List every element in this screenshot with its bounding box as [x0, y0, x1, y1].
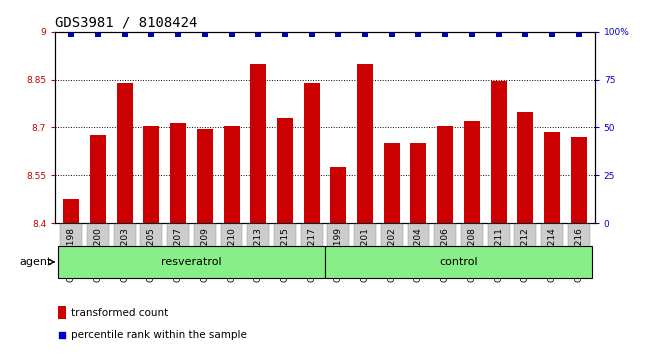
Bar — [197, 129, 213, 223]
Point — [413, 31, 424, 36]
Bar — [304, 83, 320, 223]
Text: GSM801211: GSM801211 — [494, 227, 503, 282]
Text: GSM801207: GSM801207 — [174, 227, 183, 282]
Bar — [464, 121, 480, 223]
FancyBboxPatch shape — [274, 224, 296, 273]
Bar — [437, 126, 453, 223]
Text: agent: agent — [20, 257, 52, 267]
FancyBboxPatch shape — [140, 224, 162, 273]
Point — [253, 31, 263, 36]
Point — [333, 31, 344, 36]
Bar — [410, 143, 426, 223]
Text: GDS3981 / 8108424: GDS3981 / 8108424 — [55, 15, 198, 29]
Text: GSM801205: GSM801205 — [147, 227, 156, 282]
FancyBboxPatch shape — [194, 224, 216, 273]
Bar — [58, 307, 66, 319]
Point — [200, 31, 210, 36]
Text: GSM801213: GSM801213 — [254, 227, 263, 282]
FancyBboxPatch shape — [408, 224, 430, 273]
Point — [226, 31, 237, 36]
Text: GSM801216: GSM801216 — [574, 227, 583, 282]
Text: GSM801198: GSM801198 — [67, 227, 76, 282]
FancyBboxPatch shape — [381, 224, 403, 273]
FancyBboxPatch shape — [58, 246, 325, 278]
Text: control: control — [439, 257, 478, 267]
Bar — [544, 132, 560, 223]
FancyBboxPatch shape — [354, 224, 376, 273]
Text: GSM801206: GSM801206 — [441, 227, 450, 282]
Point — [387, 31, 397, 36]
Text: percentile rank within the sample: percentile rank within the sample — [72, 330, 247, 341]
Bar — [250, 64, 266, 223]
Point — [146, 31, 157, 36]
Bar — [491, 81, 506, 223]
Text: GSM801204: GSM801204 — [414, 227, 423, 282]
Bar — [277, 118, 293, 223]
Point — [66, 31, 77, 36]
Point — [467, 31, 477, 36]
Text: GSM801208: GSM801208 — [467, 227, 476, 282]
Bar — [90, 135, 106, 223]
FancyBboxPatch shape — [541, 224, 563, 273]
Bar — [357, 64, 373, 223]
FancyBboxPatch shape — [514, 224, 536, 273]
Text: resveratrol: resveratrol — [161, 257, 222, 267]
Bar — [571, 137, 587, 223]
Bar — [144, 126, 159, 223]
FancyBboxPatch shape — [434, 224, 456, 273]
Bar — [517, 112, 533, 223]
Text: GSM801203: GSM801203 — [120, 227, 129, 282]
Point — [306, 31, 317, 36]
Point — [440, 31, 450, 36]
Text: transformed count: transformed count — [72, 308, 169, 318]
Point — [547, 31, 557, 36]
FancyBboxPatch shape — [167, 224, 189, 273]
Bar — [170, 123, 186, 223]
Point — [360, 31, 370, 36]
Point — [120, 31, 130, 36]
FancyBboxPatch shape — [328, 224, 349, 273]
Bar — [330, 167, 346, 223]
Point — [173, 31, 183, 36]
FancyBboxPatch shape — [301, 224, 322, 273]
FancyBboxPatch shape — [325, 246, 592, 278]
Text: GSM801199: GSM801199 — [334, 227, 343, 282]
Point — [93, 31, 103, 36]
Bar — [117, 83, 133, 223]
Text: GSM801201: GSM801201 — [361, 227, 370, 282]
FancyBboxPatch shape — [461, 224, 483, 273]
Point — [520, 31, 530, 36]
FancyBboxPatch shape — [114, 224, 136, 273]
Text: GSM801217: GSM801217 — [307, 227, 316, 282]
Text: GSM801210: GSM801210 — [227, 227, 236, 282]
Text: GSM801209: GSM801209 — [200, 227, 209, 282]
Bar — [384, 143, 400, 223]
Bar — [63, 199, 79, 223]
FancyBboxPatch shape — [220, 224, 242, 273]
Point — [246, 217, 257, 222]
Text: GSM801200: GSM801200 — [94, 227, 103, 282]
Text: GSM801215: GSM801215 — [280, 227, 289, 282]
Point — [280, 31, 290, 36]
Text: GSM801212: GSM801212 — [521, 227, 530, 282]
Point — [573, 31, 584, 36]
FancyBboxPatch shape — [247, 224, 269, 273]
FancyBboxPatch shape — [60, 224, 82, 273]
Text: GSM801214: GSM801214 — [547, 227, 556, 282]
FancyBboxPatch shape — [87, 224, 109, 273]
Point — [493, 31, 504, 36]
FancyBboxPatch shape — [488, 224, 510, 273]
FancyBboxPatch shape — [568, 224, 590, 273]
Bar — [224, 126, 240, 223]
Text: GSM801202: GSM801202 — [387, 227, 396, 282]
